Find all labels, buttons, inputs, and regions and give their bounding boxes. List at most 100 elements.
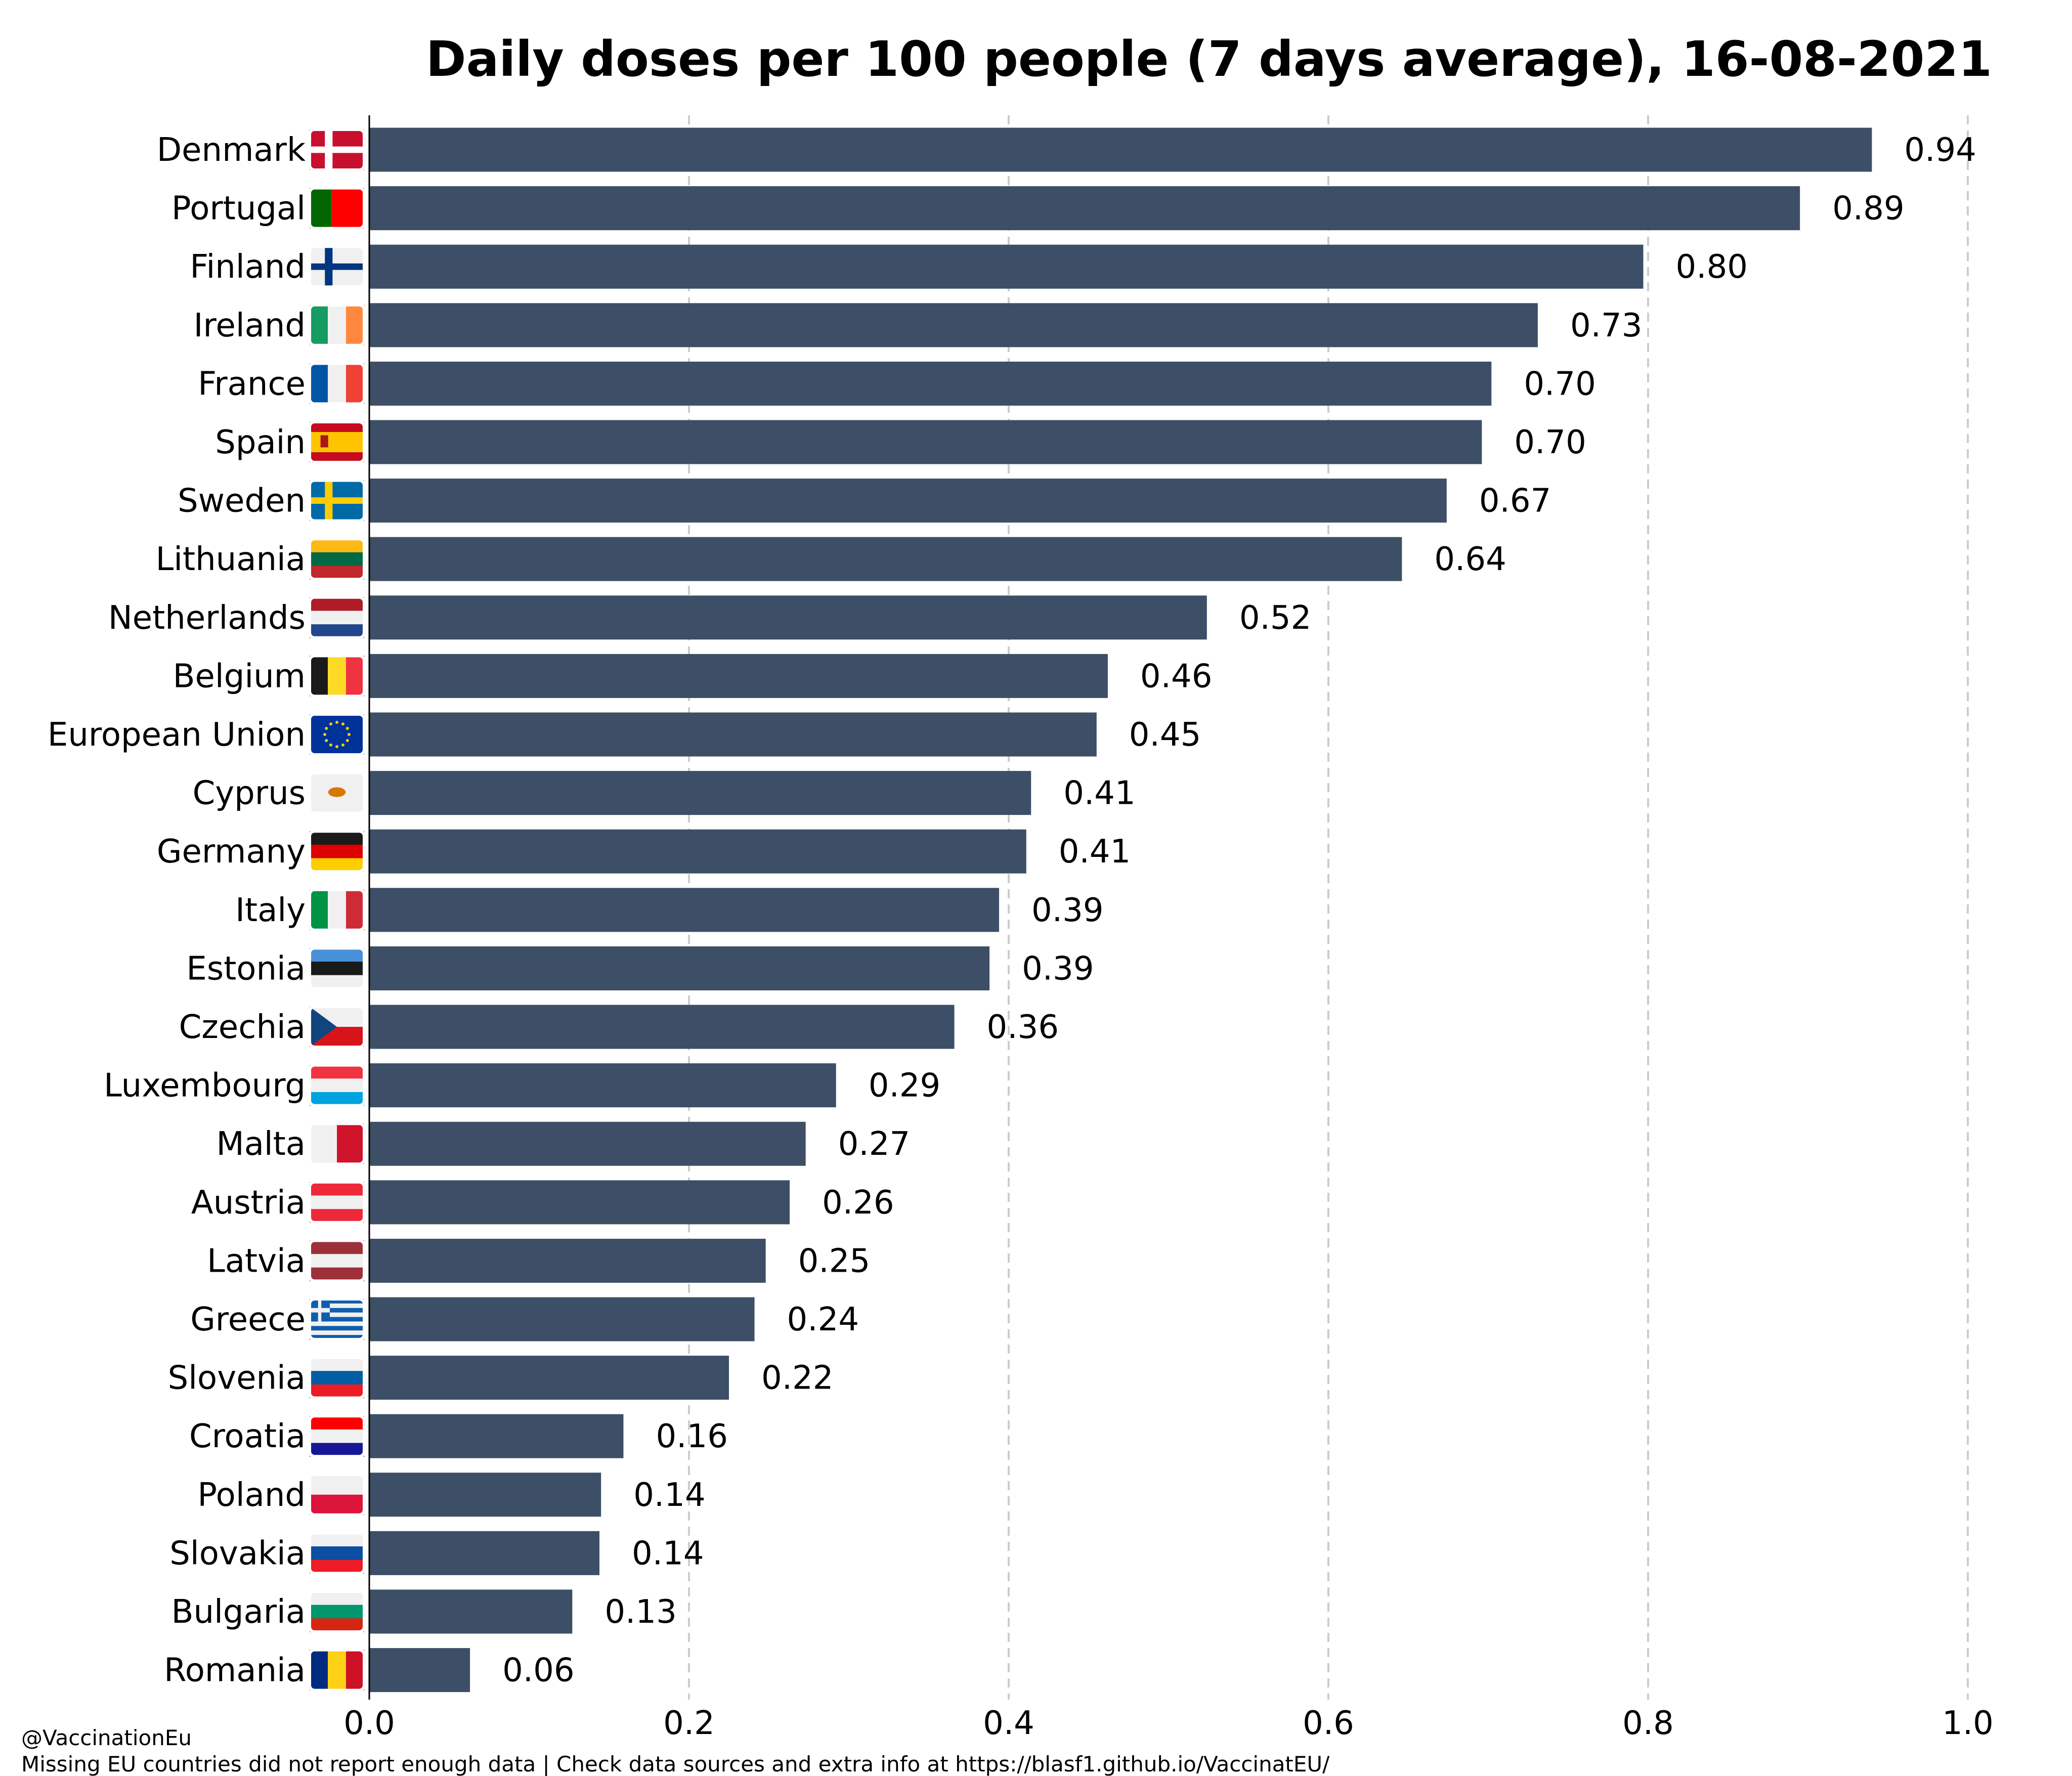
value-label-ireland: 0.73	[1570, 307, 1643, 344]
category-label-luxembourg: Luxembourg	[104, 1067, 306, 1105]
x-tick-label: 1.0	[1942, 1705, 1994, 1742]
bar-ireland	[369, 303, 1538, 348]
latvia-flag-icon	[308, 1239, 366, 1283]
x-tick-label: 0.8	[1622, 1705, 1674, 1742]
sweden-flag-icon	[308, 479, 366, 523]
value-label-malta: 0.27	[838, 1125, 911, 1163]
portugal-flag-icon	[308, 186, 366, 230]
category-label-romania: Romania	[164, 1652, 306, 1690]
bar-luxembourg	[369, 1063, 836, 1108]
category-label-denmark: Denmark	[157, 132, 306, 169]
category-label-italy: Italy	[235, 892, 306, 929]
value-label-italy: 0.39	[1031, 892, 1104, 929]
value-label-czechia: 0.36	[987, 1009, 1059, 1046]
value-label-slovenia: 0.22	[761, 1360, 834, 1397]
chart-title: Daily doses per 100 people (7 days avera…	[426, 31, 1992, 88]
bar-finland	[369, 244, 1644, 289]
category-label-estonia: Estonia	[186, 950, 306, 987]
bar-belgium	[369, 654, 1108, 698]
value-label-spain: 0.70	[1514, 424, 1586, 461]
bar-denmark	[369, 127, 1872, 172]
value-label-finland: 0.80	[1676, 248, 1748, 286]
value-label-luxembourg: 0.29	[869, 1067, 941, 1105]
bar-estonia	[369, 946, 990, 990]
romania-flag-icon	[308, 1648, 366, 1692]
category-label-latvia: Latvia	[207, 1242, 306, 1280]
bar-lithuania	[369, 537, 1402, 581]
value-label-cyprus: 0.41	[1063, 775, 1136, 812]
value-label-romania: 0.06	[502, 1652, 575, 1690]
value-label-portugal: 0.89	[1832, 190, 1905, 228]
value-label-latvia: 0.25	[798, 1242, 871, 1280]
bulgaria-flag-icon	[308, 1590, 366, 1633]
category-label-czechia: Czechia	[179, 1009, 306, 1046]
category-label-ireland: Ireland	[194, 307, 306, 344]
footer-note: Missing EU countries did not report enou…	[21, 1752, 1330, 1776]
value-label-croatia: 0.16	[656, 1418, 728, 1455]
category-label-malta: Malta	[216, 1125, 306, 1163]
category-label-austria: Austria	[191, 1184, 306, 1222]
bar-slovenia	[369, 1356, 729, 1400]
lithuania-flag-icon	[308, 537, 366, 581]
malta-flag-icon	[308, 1122, 366, 1166]
category-label-slovenia: Slovenia	[168, 1360, 306, 1397]
category-label-lithuania: Lithuania	[156, 541, 306, 578]
bar-portugal	[369, 186, 1800, 231]
bar-poland	[369, 1472, 601, 1517]
x-tick-label: 0.0	[343, 1705, 395, 1742]
value-label-sweden: 0.67	[1479, 483, 1551, 520]
category-label-european-union: European Union	[48, 716, 306, 754]
category-label-netherlands: Netherlands	[108, 599, 306, 637]
bar-czechia	[369, 1005, 955, 1049]
croatia-flag-icon	[308, 1414, 366, 1458]
cyprus-flag-icon	[308, 771, 366, 815]
category-label-finland: Finland	[190, 248, 306, 286]
bar-france	[369, 361, 1492, 406]
category-label-sweden: Sweden	[178, 483, 306, 520]
netherlands-flag-icon	[308, 595, 366, 639]
value-label-poland: 0.14	[633, 1477, 706, 1514]
denmark-flag-icon	[308, 128, 366, 171]
bar-netherlands	[369, 595, 1207, 640]
bar-european-union	[369, 712, 1097, 757]
value-label-lithuania: 0.64	[1434, 541, 1506, 578]
greece-flag-icon	[308, 1297, 366, 1341]
value-label-estonia: 0.39	[1022, 950, 1094, 987]
poland-flag-icon	[308, 1472, 366, 1517]
bar-cyprus	[369, 771, 1031, 815]
estonia-flag-icon	[308, 946, 366, 990]
category-label-croatia: Croatia	[189, 1418, 306, 1455]
value-label-netherlands: 0.52	[1239, 599, 1312, 637]
austria-flag-icon	[308, 1180, 366, 1224]
bar-spain	[369, 420, 1482, 464]
category-label-cyprus: Cyprus	[193, 775, 306, 812]
category-label-belgium: Belgium	[173, 658, 306, 695]
x-tick-label: 0.4	[983, 1705, 1034, 1742]
bar-germany	[369, 829, 1026, 874]
luxembourg-flag-icon	[308, 1063, 366, 1107]
category-label-portugal: Portugal	[171, 190, 306, 228]
category-label-poland: Poland	[197, 1477, 306, 1514]
value-label-belgium: 0.46	[1140, 658, 1213, 695]
value-label-austria: 0.26	[822, 1184, 894, 1222]
category-label-spain: Spain	[215, 424, 306, 461]
finland-flag-icon	[308, 245, 366, 289]
bar-bulgaria	[369, 1589, 573, 1634]
slovenia-flag-icon	[308, 1356, 366, 1400]
spain-flag-icon	[308, 420, 366, 464]
x-tick-label: 0.6	[1303, 1705, 1354, 1742]
category-label-bulgaria: Bulgaria	[171, 1593, 306, 1631]
slovakia-flag-icon	[308, 1531, 366, 1575]
category-label-germany: Germany	[157, 833, 306, 871]
bar-sweden	[369, 479, 1447, 523]
value-label-denmark: 0.94	[1904, 132, 1976, 169]
value-label-germany: 0.41	[1059, 833, 1131, 871]
italy-flag-icon	[308, 888, 366, 932]
belgium-flag-icon	[308, 654, 366, 698]
germany-flag-icon	[308, 830, 366, 874]
value-label-slovakia: 0.14	[632, 1535, 704, 1572]
value-label-european-union: 0.45	[1129, 716, 1201, 754]
ireland-flag-icon	[308, 303, 366, 347]
